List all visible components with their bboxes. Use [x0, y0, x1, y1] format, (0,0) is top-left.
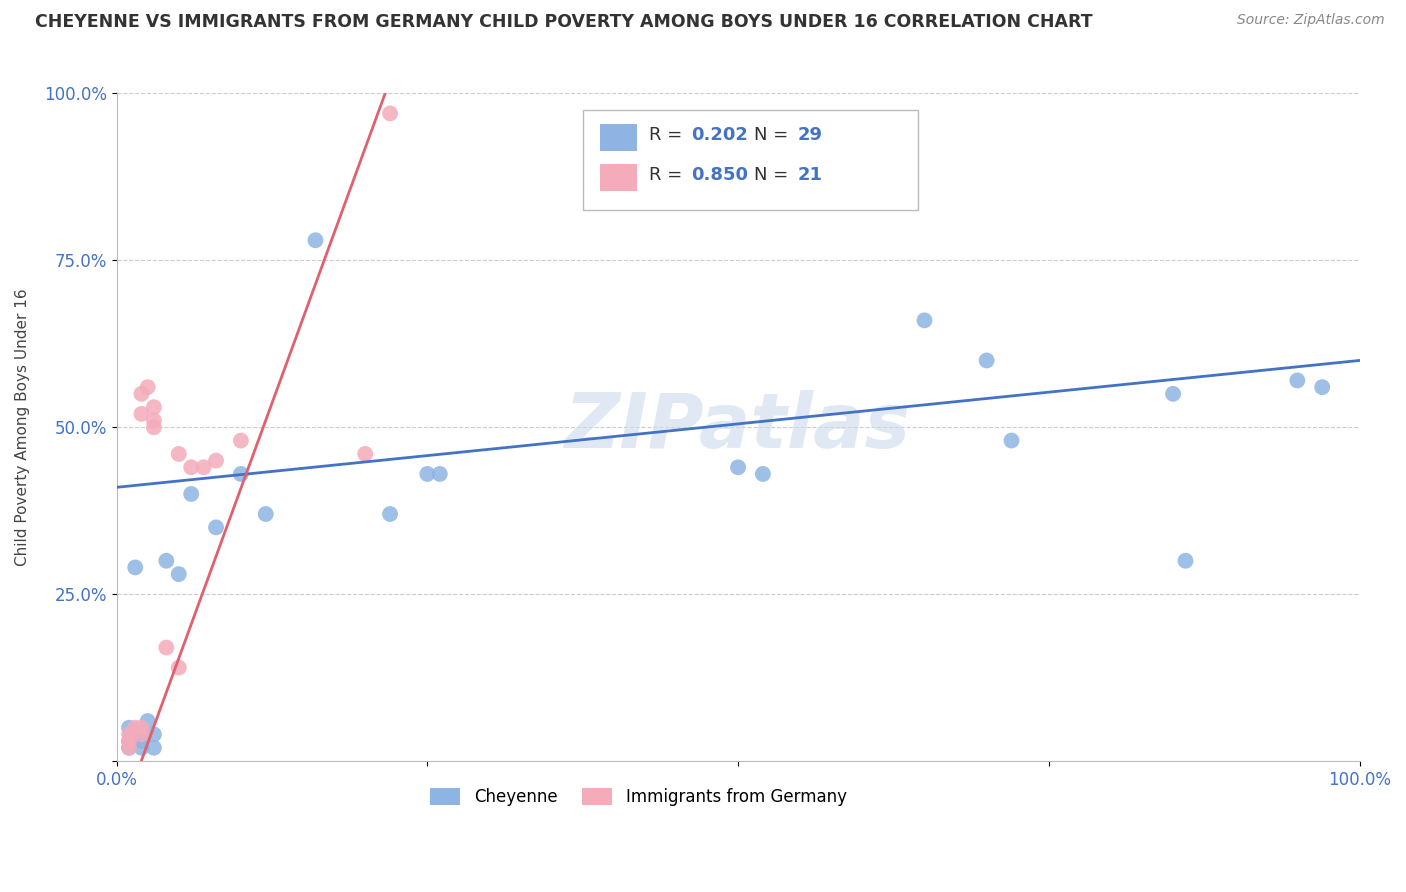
- Point: [229, 434, 252, 448]
- Point: [131, 734, 153, 748]
- Point: [142, 413, 165, 427]
- Point: [976, 353, 998, 368]
- Point: [180, 487, 202, 501]
- Y-axis label: Child Poverty Among Boys Under 16: Child Poverty Among Boys Under 16: [15, 288, 30, 566]
- Point: [167, 567, 190, 582]
- Point: [254, 507, 277, 521]
- Point: [118, 727, 141, 741]
- Point: [155, 554, 177, 568]
- Point: [118, 721, 141, 735]
- Point: [142, 420, 165, 434]
- Point: [1161, 387, 1184, 401]
- Text: 0.202: 0.202: [690, 127, 748, 145]
- Point: [131, 740, 153, 755]
- Text: 29: 29: [797, 127, 823, 145]
- Point: [142, 740, 165, 755]
- FancyBboxPatch shape: [600, 164, 637, 191]
- Text: N =: N =: [754, 127, 794, 145]
- Point: [131, 387, 153, 401]
- Point: [167, 447, 190, 461]
- Point: [1310, 380, 1333, 394]
- Point: [180, 460, 202, 475]
- Point: [727, 460, 749, 475]
- Point: [1286, 374, 1309, 388]
- Point: [914, 313, 936, 327]
- Text: 21: 21: [797, 167, 823, 185]
- Point: [752, 467, 775, 481]
- Point: [205, 453, 228, 467]
- Point: [131, 721, 153, 735]
- Point: [131, 727, 153, 741]
- Point: [118, 740, 141, 755]
- Point: [1000, 434, 1022, 448]
- Point: [378, 106, 401, 120]
- Point: [354, 447, 377, 461]
- Point: [131, 407, 153, 421]
- Point: [124, 721, 146, 735]
- Point: [131, 727, 153, 741]
- Text: ZIPatlas: ZIPatlas: [565, 390, 911, 464]
- Point: [193, 460, 215, 475]
- Point: [1174, 554, 1197, 568]
- Text: 0.850: 0.850: [690, 167, 748, 185]
- Text: R =: R =: [648, 167, 688, 185]
- Point: [229, 467, 252, 481]
- Point: [142, 400, 165, 414]
- Legend: Cheyenne, Immigrants from Germany: Cheyenne, Immigrants from Germany: [423, 781, 853, 813]
- Point: [136, 380, 159, 394]
- Text: CHEYENNE VS IMMIGRANTS FROM GERMANY CHILD POVERTY AMONG BOYS UNDER 16 CORRELATIO: CHEYENNE VS IMMIGRANTS FROM GERMANY CHIL…: [35, 13, 1092, 31]
- Point: [155, 640, 177, 655]
- FancyBboxPatch shape: [582, 110, 918, 211]
- Text: Source: ZipAtlas.com: Source: ZipAtlas.com: [1237, 13, 1385, 28]
- Point: [118, 734, 141, 748]
- Point: [124, 560, 146, 574]
- Point: [205, 520, 228, 534]
- Point: [167, 660, 190, 674]
- Text: N =: N =: [754, 167, 794, 185]
- Point: [416, 467, 439, 481]
- Point: [304, 233, 326, 247]
- Text: R =: R =: [648, 127, 688, 145]
- Point: [429, 467, 451, 481]
- Point: [118, 734, 141, 748]
- Point: [118, 740, 141, 755]
- Point: [142, 727, 165, 741]
- Point: [136, 714, 159, 728]
- FancyBboxPatch shape: [600, 124, 637, 151]
- Point: [378, 507, 401, 521]
